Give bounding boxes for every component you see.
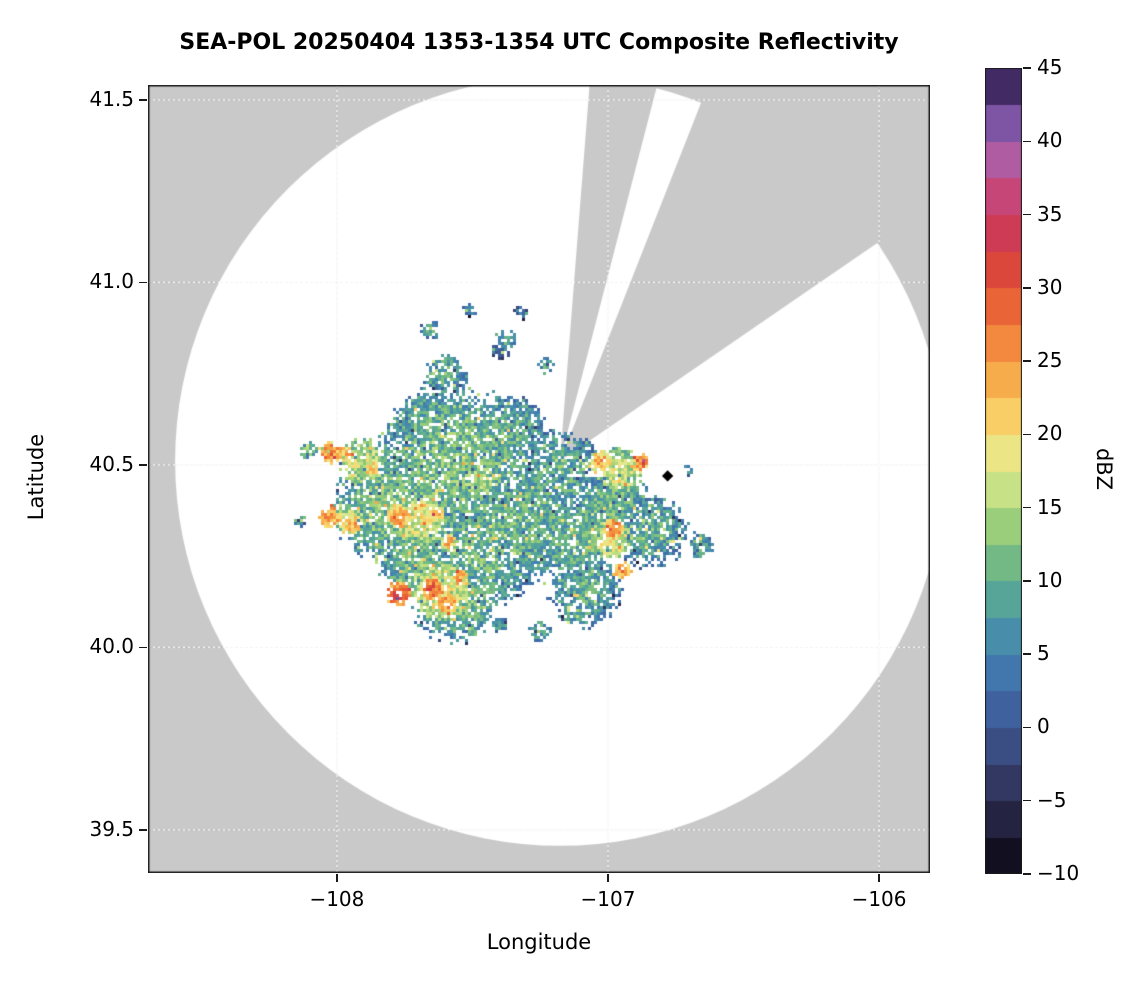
y-tick-mark bbox=[139, 464, 147, 466]
colorbar-tick-label: 20 bbox=[1037, 421, 1063, 446]
colorbar-tick-mark bbox=[1023, 726, 1031, 729]
colorbar-tick-mark bbox=[1023, 580, 1031, 582]
colorbar-tick-label: 0 bbox=[1037, 714, 1050, 739]
colorbar-tick-mark bbox=[1023, 799, 1031, 802]
x-axis-label: Longitude bbox=[486, 930, 592, 954]
y-tick-mark bbox=[139, 99, 147, 101]
plot-area bbox=[148, 85, 930, 873]
colorbar-tick-label: 35 bbox=[1037, 201, 1063, 226]
colorbar-tick-label: 10 bbox=[1037, 567, 1063, 592]
x-tick-mark bbox=[878, 874, 880, 882]
y-axis-label: Latitude bbox=[24, 433, 48, 521]
colorbar-label: dBZ bbox=[1092, 447, 1116, 491]
x-tick-label: −106 bbox=[851, 887, 907, 911]
y-tick-label: 40.5 bbox=[89, 451, 134, 476]
colorbar-tick-label: −5 bbox=[1037, 787, 1067, 812]
colorbar-tick-label: 40 bbox=[1037, 128, 1063, 153]
y-tick-label: 40.0 bbox=[89, 634, 134, 659]
y-tick-mark bbox=[139, 646, 147, 649]
colorbar-tick-label: 30 bbox=[1037, 274, 1063, 299]
x-tick-mark bbox=[607, 874, 609, 882]
x-tick-mark bbox=[336, 874, 338, 882]
colorbar-tick-mark bbox=[1023, 653, 1031, 655]
colorbar-tick-mark bbox=[1023, 506, 1031, 509]
colorbar-tick-mark bbox=[1023, 873, 1031, 875]
colorbar-tick-label: 15 bbox=[1037, 494, 1063, 519]
colorbar-tick-mark bbox=[1023, 67, 1031, 69]
colorbar-tick-mark bbox=[1023, 213, 1031, 216]
y-tick-mark bbox=[139, 281, 147, 284]
y-tick-label: 41.0 bbox=[89, 269, 134, 294]
colorbar-tick-label: 25 bbox=[1037, 348, 1063, 373]
radar-reflectivity-canvas bbox=[148, 85, 930, 873]
colorbar-tick-mark bbox=[1023, 360, 1031, 362]
chart-title: SEA-POL 20250404 1353-1354 UTC Composite… bbox=[179, 30, 899, 55]
x-tick-label: −108 bbox=[309, 887, 365, 911]
colorbar bbox=[985, 68, 1022, 874]
colorbar-canvas bbox=[985, 68, 1022, 874]
y-tick-mark bbox=[139, 829, 147, 831]
colorbar-tick-label: 45 bbox=[1037, 55, 1063, 79]
colorbar-tick-mark bbox=[1023, 140, 1031, 143]
y-tick-label: 41.5 bbox=[89, 86, 134, 111]
colorbar-tick-label: −10 bbox=[1037, 861, 1080, 885]
colorbar-tick-label: 5 bbox=[1037, 641, 1050, 666]
y-tick-label: 39.5 bbox=[89, 816, 134, 841]
colorbar-tick-mark bbox=[1023, 287, 1031, 289]
colorbar-tick-mark bbox=[1023, 433, 1031, 436]
x-tick-label: −107 bbox=[580, 887, 636, 911]
